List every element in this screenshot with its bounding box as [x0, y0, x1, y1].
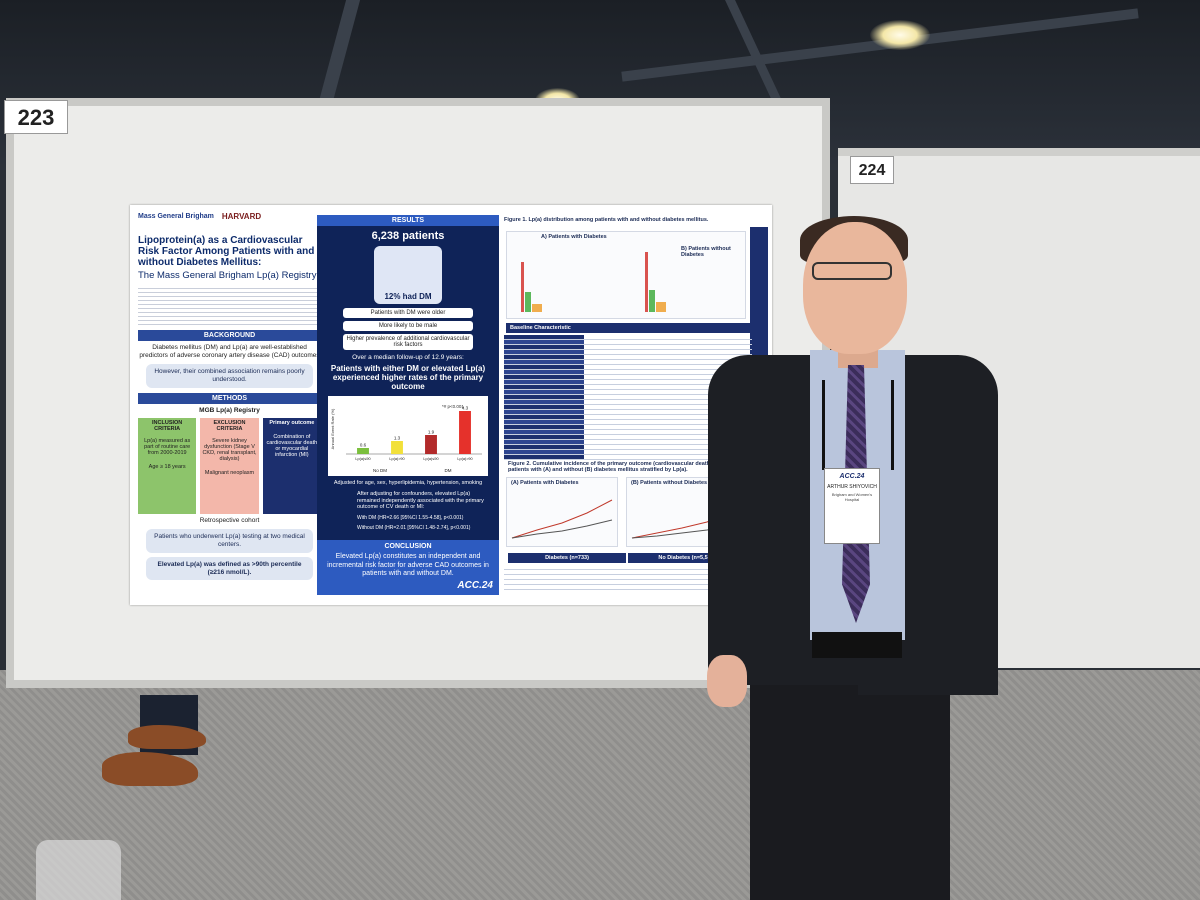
- figure2a-curve: (A) Patients with Diabetes: [506, 477, 618, 547]
- poster-logos: Mass General Brigham HARVARD: [138, 205, 321, 227]
- presenter-hand: [707, 655, 747, 707]
- x-tick-label: Lp(a)>90: [457, 457, 472, 461]
- ceiling-light: [870, 20, 930, 50]
- table-header: Baseline Characteristic: [506, 323, 754, 333]
- acc-logo: ACC.24: [457, 580, 493, 591]
- diabetes-col-header: Diabetes (n=733): [508, 553, 626, 563]
- finding-box: More likely to be male: [343, 321, 473, 331]
- presenter-belt: [812, 632, 902, 658]
- research-poster: Mass General Brigham HARVARD Lipoprotein…: [130, 205, 772, 605]
- bystander-shoe: [128, 725, 206, 749]
- booth-number-223: 223: [4, 100, 68, 134]
- conclusion-header: CONCLUSION: [384, 543, 432, 550]
- results-header: RESULTS: [317, 215, 499, 226]
- author-list: [138, 285, 321, 326]
- fig1-b-label: B) Patients without Diabetes: [681, 246, 731, 258]
- bar-value-label: 1.3: [394, 436, 401, 441]
- poster-subtitle: The Mass General Brigham Lp(a) Registry: [138, 269, 317, 281]
- x-tick-label: Lp(a)≤90: [355, 457, 370, 461]
- booth-number-224: 224: [850, 156, 894, 184]
- elevated-lpa-pill: Elevated Lp(a) was defined as >90th perc…: [146, 556, 313, 581]
- harvard-logo: HARVARD: [221, 211, 262, 221]
- chart-bar: [425, 435, 437, 455]
- registry-label: MGB Lp(a) Registry: [199, 406, 260, 414]
- bar-value-label: 4.3: [462, 406, 469, 411]
- inclusion-box: INCLUSION CRITERIA Lp(a) measured as par…: [138, 418, 197, 515]
- cohort-label: Retrospective cohort: [199, 517, 260, 525]
- bystander-shoe: [102, 752, 198, 786]
- figure2-title: Figure 2. Cumulative incidence of the pr…: [508, 461, 747, 473]
- badge-name: ARTHUR SHIYOVICH: [827, 484, 877, 490]
- figure1-title: Figure 1. Lp(a) distribution among patie…: [504, 217, 709, 223]
- figure1-histograms: A) Patients with Diabetes B) Patients wi…: [506, 231, 746, 319]
- background-pill: However, their combined association rema…: [146, 364, 313, 388]
- patient-count: 6,238 patients: [371, 230, 445, 242]
- event-rate-svg: Annual Event Rate (%) *# p<0.001 0.6 Lp(a)≤…: [330, 404, 482, 473]
- finding-box: Patients with DM were older: [343, 308, 473, 318]
- poster-middle-column: RESULTS 6,238 patients 12% had DM Patien…: [317, 215, 499, 595]
- presenter-face: [803, 222, 907, 354]
- chart-bar: [459, 411, 471, 455]
- cohort-pill: Patients who underwent Lp(a) testing at …: [146, 529, 313, 553]
- badge-org: Brigham and Women's Hospital: [831, 492, 873, 502]
- primary-outcome-box: Primary outcome Combination of cardiovas…: [262, 418, 321, 515]
- exclusion-box: EXCLUSION CRITERIA Severe kidney dysfunc…: [200, 418, 259, 515]
- bar-value-label: 0.6: [360, 443, 367, 448]
- conclusion-block: CONCLUSION Elevated Lp(a) constitutes an…: [317, 540, 499, 595]
- event-rate-chart: Annual Event Rate (%) *# p<0.001 0.6 Lp(a)≤…: [328, 396, 488, 477]
- dm-percentage: 12% had DM: [384, 292, 432, 301]
- y-axis-label: Annual Event Rate (%): [330, 408, 335, 449]
- plastic-bag: [36, 840, 121, 900]
- glucose-meter-icon: 12% had DM: [374, 246, 442, 304]
- methods-header: METHODS: [138, 392, 321, 404]
- baseline-table: [504, 335, 752, 460]
- with-dm-hr: With DM (HR=2.66 [95%CI 1.55-4.58], p<0.…: [357, 514, 464, 521]
- km-curve-a: [511, 499, 613, 539]
- headline-finding: Patients with either DM or elevated Lp(a…: [330, 363, 486, 392]
- bar-value-label: 1.9: [428, 430, 435, 435]
- histogram-svg: [521, 252, 666, 312]
- after-adjust-text: After adjusting for confounders, elevate…: [357, 490, 484, 511]
- x-tick-label: Lp(a)>90: [389, 457, 404, 461]
- fig1-a-label: A) Patients with Diabetes: [541, 234, 607, 240]
- adjusted-note: Adjusted for age, sex, hyperlipidemia, h…: [333, 480, 483, 487]
- background-text: Diabetes mellitus (DM) and Lp(a) are wel…: [139, 344, 320, 360]
- methods-criteria: INCLUSION CRITERIA Lp(a) measured as par…: [138, 418, 321, 515]
- poster-title: Lipoprotein(a) as a Cardiovascular Risk …: [138, 235, 315, 269]
- no-diabetes-col-header: No Diabetes (n=5,505): [628, 553, 746, 563]
- group-label: DM: [445, 468, 452, 473]
- finding-box: Higher prevalence of additional cardiova…: [343, 334, 473, 350]
- chart-annotation: *# p<0.001: [442, 404, 464, 409]
- chart-bar: [391, 441, 403, 455]
- mgb-logo: Mass General Brigham: [138, 212, 214, 220]
- acc-side-banner: [750, 227, 768, 367]
- hr-table: [504, 565, 752, 590]
- background-header: BACKGROUND: [138, 330, 321, 342]
- glasses-icon: [812, 262, 892, 280]
- carpet-floor: [0, 670, 1200, 900]
- lanyard: [822, 380, 894, 470]
- poster-left-column: Mass General Brigham HARVARD Lipoprotein…: [138, 205, 321, 605]
- name-badge: ACC.24 ARTHUR SHIYOVICH Brigham and Wome…: [824, 468, 880, 544]
- group-label: No DM: [373, 468, 387, 473]
- badge-logo: ACC.24: [839, 473, 865, 480]
- chart-bar: [357, 448, 369, 455]
- followup-text: Over a median follow-up of 12.9 years:: [352, 354, 464, 361]
- conclusion-text: Elevated Lp(a) constitutes an independen…: [327, 553, 489, 578]
- x-tick-label: Lp(a)≤90: [423, 457, 438, 461]
- without-dm-hr: Without DM (HR=2.01 [95%CI 1.48-2.74], p…: [357, 524, 471, 531]
